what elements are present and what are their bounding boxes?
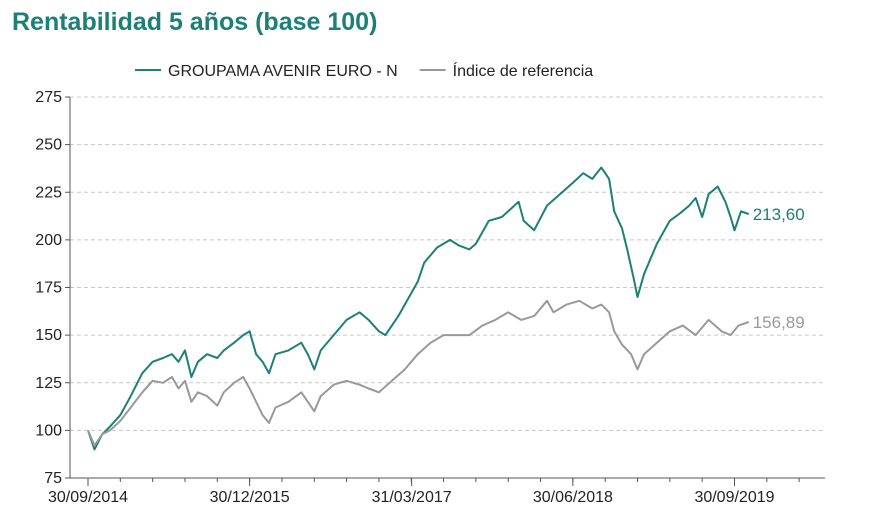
series-end-labels: 213,60 156,89 [753, 205, 805, 332]
x-tick-label: 30/09/2014 [48, 489, 128, 506]
end-value-label-1: 156,89 [753, 313, 805, 332]
x-tick-label: 30/12/2015 [210, 489, 290, 506]
y-tick-label: 175 [35, 280, 62, 297]
y-tick-label: 200 [35, 232, 62, 249]
x-tick-label: 30/09/2019 [694, 489, 774, 506]
y-axis-tick-labels: 75 100 125 150 175 200 225 250 275 [35, 89, 62, 487]
series-line-0 [87, 166, 750, 451]
end-value-label-0: 213,60 [753, 205, 805, 224]
x-tick-label: 30/06/2018 [533, 489, 613, 506]
axes [65, 96, 825, 486]
legend-label-0: GROUPAMA AVENIR EURO - N [168, 63, 398, 80]
legend-label-1: Índice de referencia [453, 61, 594, 80]
series-lines [87, 166, 750, 451]
y-tick-label: 225 [35, 184, 62, 201]
y-tick-label: 75 [44, 470, 62, 487]
x-tick-label: 31/03/2017 [372, 489, 452, 506]
chart-title: Rentabilidad 5 años (base 100) [12, 8, 378, 36]
y-tick-label: 275 [35, 89, 62, 106]
series-line-1 [87, 299, 750, 447]
grid-lines [70, 96, 825, 431]
legend: GROUPAMA AVENIR EURO - N Índice de refere… [135, 61, 593, 80]
y-tick-label: 250 [35, 137, 62, 154]
y-tick-label: 125 [35, 375, 62, 392]
y-tick-label: 150 [35, 327, 62, 344]
x-axis-tick-labels: 30/09/2014 30/12/2015 31/03/2017 30/06/2018… [48, 489, 775, 506]
y-tick-label: 100 [35, 422, 62, 439]
